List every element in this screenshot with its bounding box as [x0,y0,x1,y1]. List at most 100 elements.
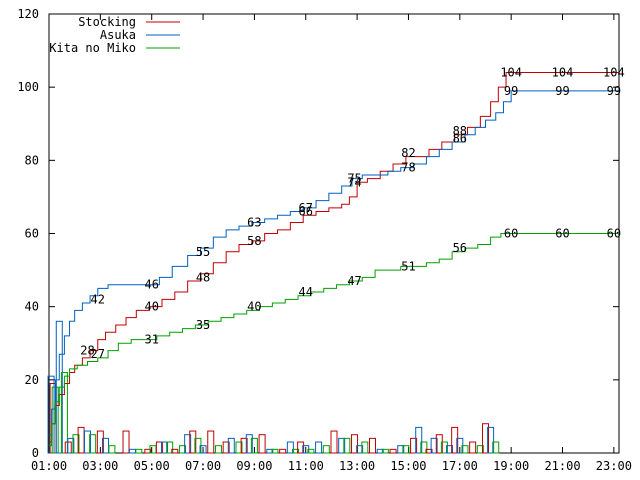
activity-bar [476,445,484,454]
activity-bar [166,441,174,454]
activity-bar [222,441,230,454]
activity-bar [266,448,274,454]
activity-bar [128,448,136,454]
data-label: 31 [144,333,158,347]
x-tick-label: 19:00 [493,459,529,473]
x-tick-label: 13:00 [339,459,375,473]
data-label: 55 [196,245,210,259]
activity-bar [435,434,443,454]
activity-bar [135,448,143,454]
data-label: 27 [91,347,105,361]
data-label: 104 [603,66,625,80]
activity-bar [343,437,351,454]
data-label: 82 [401,146,415,160]
activity-bar [330,430,338,454]
activity-bar [161,441,169,454]
activity-bar [369,437,377,454]
activity-bars [47,320,500,454]
data-label: 35 [196,318,210,332]
x-tick-label: 05:00 [134,459,170,473]
x-tick-label: 15:00 [390,459,426,473]
data-label: 44 [299,285,313,299]
x-tick-label: 23:00 [596,459,632,473]
activity-bar [420,441,428,454]
legend-label: Kita no Miko [49,41,136,55]
activity-bar [492,441,500,454]
activity-bar [60,372,68,454]
data-label: 60 [555,227,569,241]
x-tick-label: 21:00 [544,459,580,473]
data-label: 63 [247,216,261,230]
activity-bar [250,437,258,454]
activity-bar [144,448,152,454]
series-lines [49,72,619,447]
data-label: 104 [500,66,522,80]
y-tick-label: 120 [17,7,39,21]
activity-bar [402,445,410,454]
activity-bar [108,445,116,454]
activity-bar [487,426,495,454]
data-label: 104 [552,66,574,80]
activity-bar [286,441,294,454]
data-label: 86 [453,131,467,145]
activity-bar [315,441,323,454]
activity-bar [425,448,433,454]
activity-bar [469,441,477,454]
legend-label: Stocking [78,15,136,29]
data-label: 56 [453,241,467,255]
data-label: 42 [91,292,105,306]
y-tick-label: 60 [25,227,39,241]
activity-bar [96,430,104,454]
data-label: 75 [347,172,361,186]
x-tick-label: 01:00 [31,459,67,473]
activity-bar [376,448,384,454]
activity-bar [440,441,448,454]
y-tick-label: 100 [17,80,39,94]
activity-bar [89,434,97,454]
data-label: 88 [453,124,467,138]
data-label: 99 [555,84,569,98]
y-tick-label: 40 [25,300,39,314]
data-label: 51 [401,259,415,273]
activity-bar [171,448,179,454]
activity-bar [258,434,266,454]
data-label: 48 [196,270,210,284]
series-line-2 [49,233,619,447]
activity-bar [271,448,279,454]
x-axis: 01:00 03:00 05:00 07:00 09:00 11:00 13:00 15:00… [31,14,632,473]
data-label: 67 [299,201,313,215]
x-tick-label: 07:00 [185,459,221,473]
data-label: 47 [347,274,361,288]
data-label: 74 [347,175,361,189]
x-tick-label: 17:00 [442,459,478,473]
activity-bar [122,430,130,454]
x-tick-label: 09:00 [236,459,272,473]
activity-bar [446,445,454,454]
activity-bar [338,437,346,454]
y-tick-label: 20 [25,373,39,387]
activity-bar [227,437,235,454]
data-label: 28 [80,344,94,358]
activity-bar [245,434,253,454]
activity-bar [415,426,423,454]
activity-bar [389,448,397,454]
activity-bar [240,437,248,454]
activity-bar [291,448,299,454]
activity-bar [155,441,163,454]
activity-bar [397,445,405,454]
activity-bar [381,448,389,454]
data-label: 58 [247,234,261,248]
activity-bar [297,441,305,454]
activity-bar [307,448,315,454]
x-tick-label: 11:00 [288,459,324,473]
activity-bar [184,434,192,454]
activity-bar [189,430,197,454]
data-label: 99 [504,84,518,98]
x-tick-label: 03:00 [82,459,118,473]
activity-bar [410,437,418,454]
activity-bar [451,426,459,454]
activity-bar [214,445,222,454]
activity-bar [207,430,215,454]
